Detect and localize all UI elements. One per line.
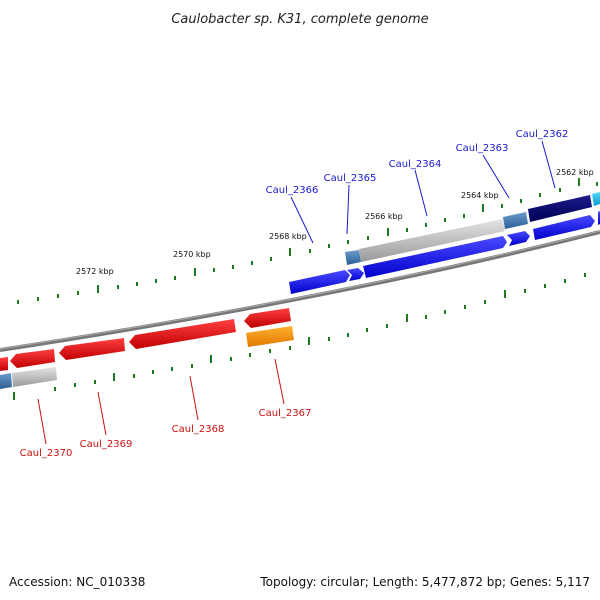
gene-feature[interactable]	[59, 338, 125, 360]
gene-label[interactable]: Caul_2362	[516, 129, 569, 140]
gene-feature[interactable]	[359, 219, 505, 262]
gene-feature[interactable]	[528, 195, 592, 222]
gene-label[interactable]: Caul_2370	[20, 448, 73, 459]
gene-label[interactable]: Caul_2367	[259, 408, 312, 419]
gene-feature[interactable]	[503, 212, 528, 229]
scale-label: 2562 kbp	[556, 168, 594, 177]
gene-feature[interactable]	[0, 357, 8, 371]
genome-backbone-highlight	[0, 230, 600, 350]
gene-feature[interactable]	[244, 308, 291, 328]
scale-label: 2566 kbp	[365, 212, 403, 221]
accession-text: Accession: NC_010338	[9, 575, 145, 589]
gene-feature[interactable]	[289, 270, 350, 294]
gene-label[interactable]: Caul_2364	[389, 159, 442, 170]
upper-tick-ring	[17, 178, 598, 304]
gene-feature[interactable]	[345, 250, 361, 265]
upper-label-leaders	[290, 140, 556, 244]
gene-feature[interactable]	[12, 367, 57, 387]
gene-label[interactable]: Caul_2366	[266, 185, 319, 196]
reverse-strand-genes	[0, 308, 294, 389]
forward-strand-genes	[289, 192, 600, 294]
gene-feature[interactable]	[592, 192, 600, 206]
scale-label: 2564 kbp	[461, 191, 499, 200]
topology-text: Topology: circular; Length: 5,477,872 bp…	[259, 575, 590, 589]
gene-feature[interactable]	[246, 326, 294, 347]
gene-feature[interactable]	[10, 349, 55, 368]
lower-label-leaders	[37, 358, 285, 445]
scale-label: 2572 kbp	[76, 267, 114, 276]
gene-label[interactable]: Caul_2368	[172, 424, 225, 435]
gene-label[interactable]: Caul_2363	[456, 143, 509, 154]
gene-feature[interactable]	[0, 373, 12, 389]
gene-feature[interactable]	[129, 319, 236, 349]
lower-tick-ring	[13, 273, 586, 400]
scale-label: 2570 kbp	[173, 250, 211, 259]
gene-feature[interactable]	[347, 268, 364, 281]
gene-feature[interactable]	[533, 215, 595, 240]
map-title: Caulobacter sp. K31, complete genome	[171, 12, 428, 27]
gene-label[interactable]: Caul_2365	[324, 173, 377, 184]
scale-label: 2568 kbp	[269, 232, 307, 241]
gene-feature[interactable]	[363, 236, 507, 278]
genome-backbone	[0, 230, 600, 352]
gene-feature[interactable]	[507, 231, 530, 246]
gene-label[interactable]: Caul_2369	[80, 439, 133, 450]
